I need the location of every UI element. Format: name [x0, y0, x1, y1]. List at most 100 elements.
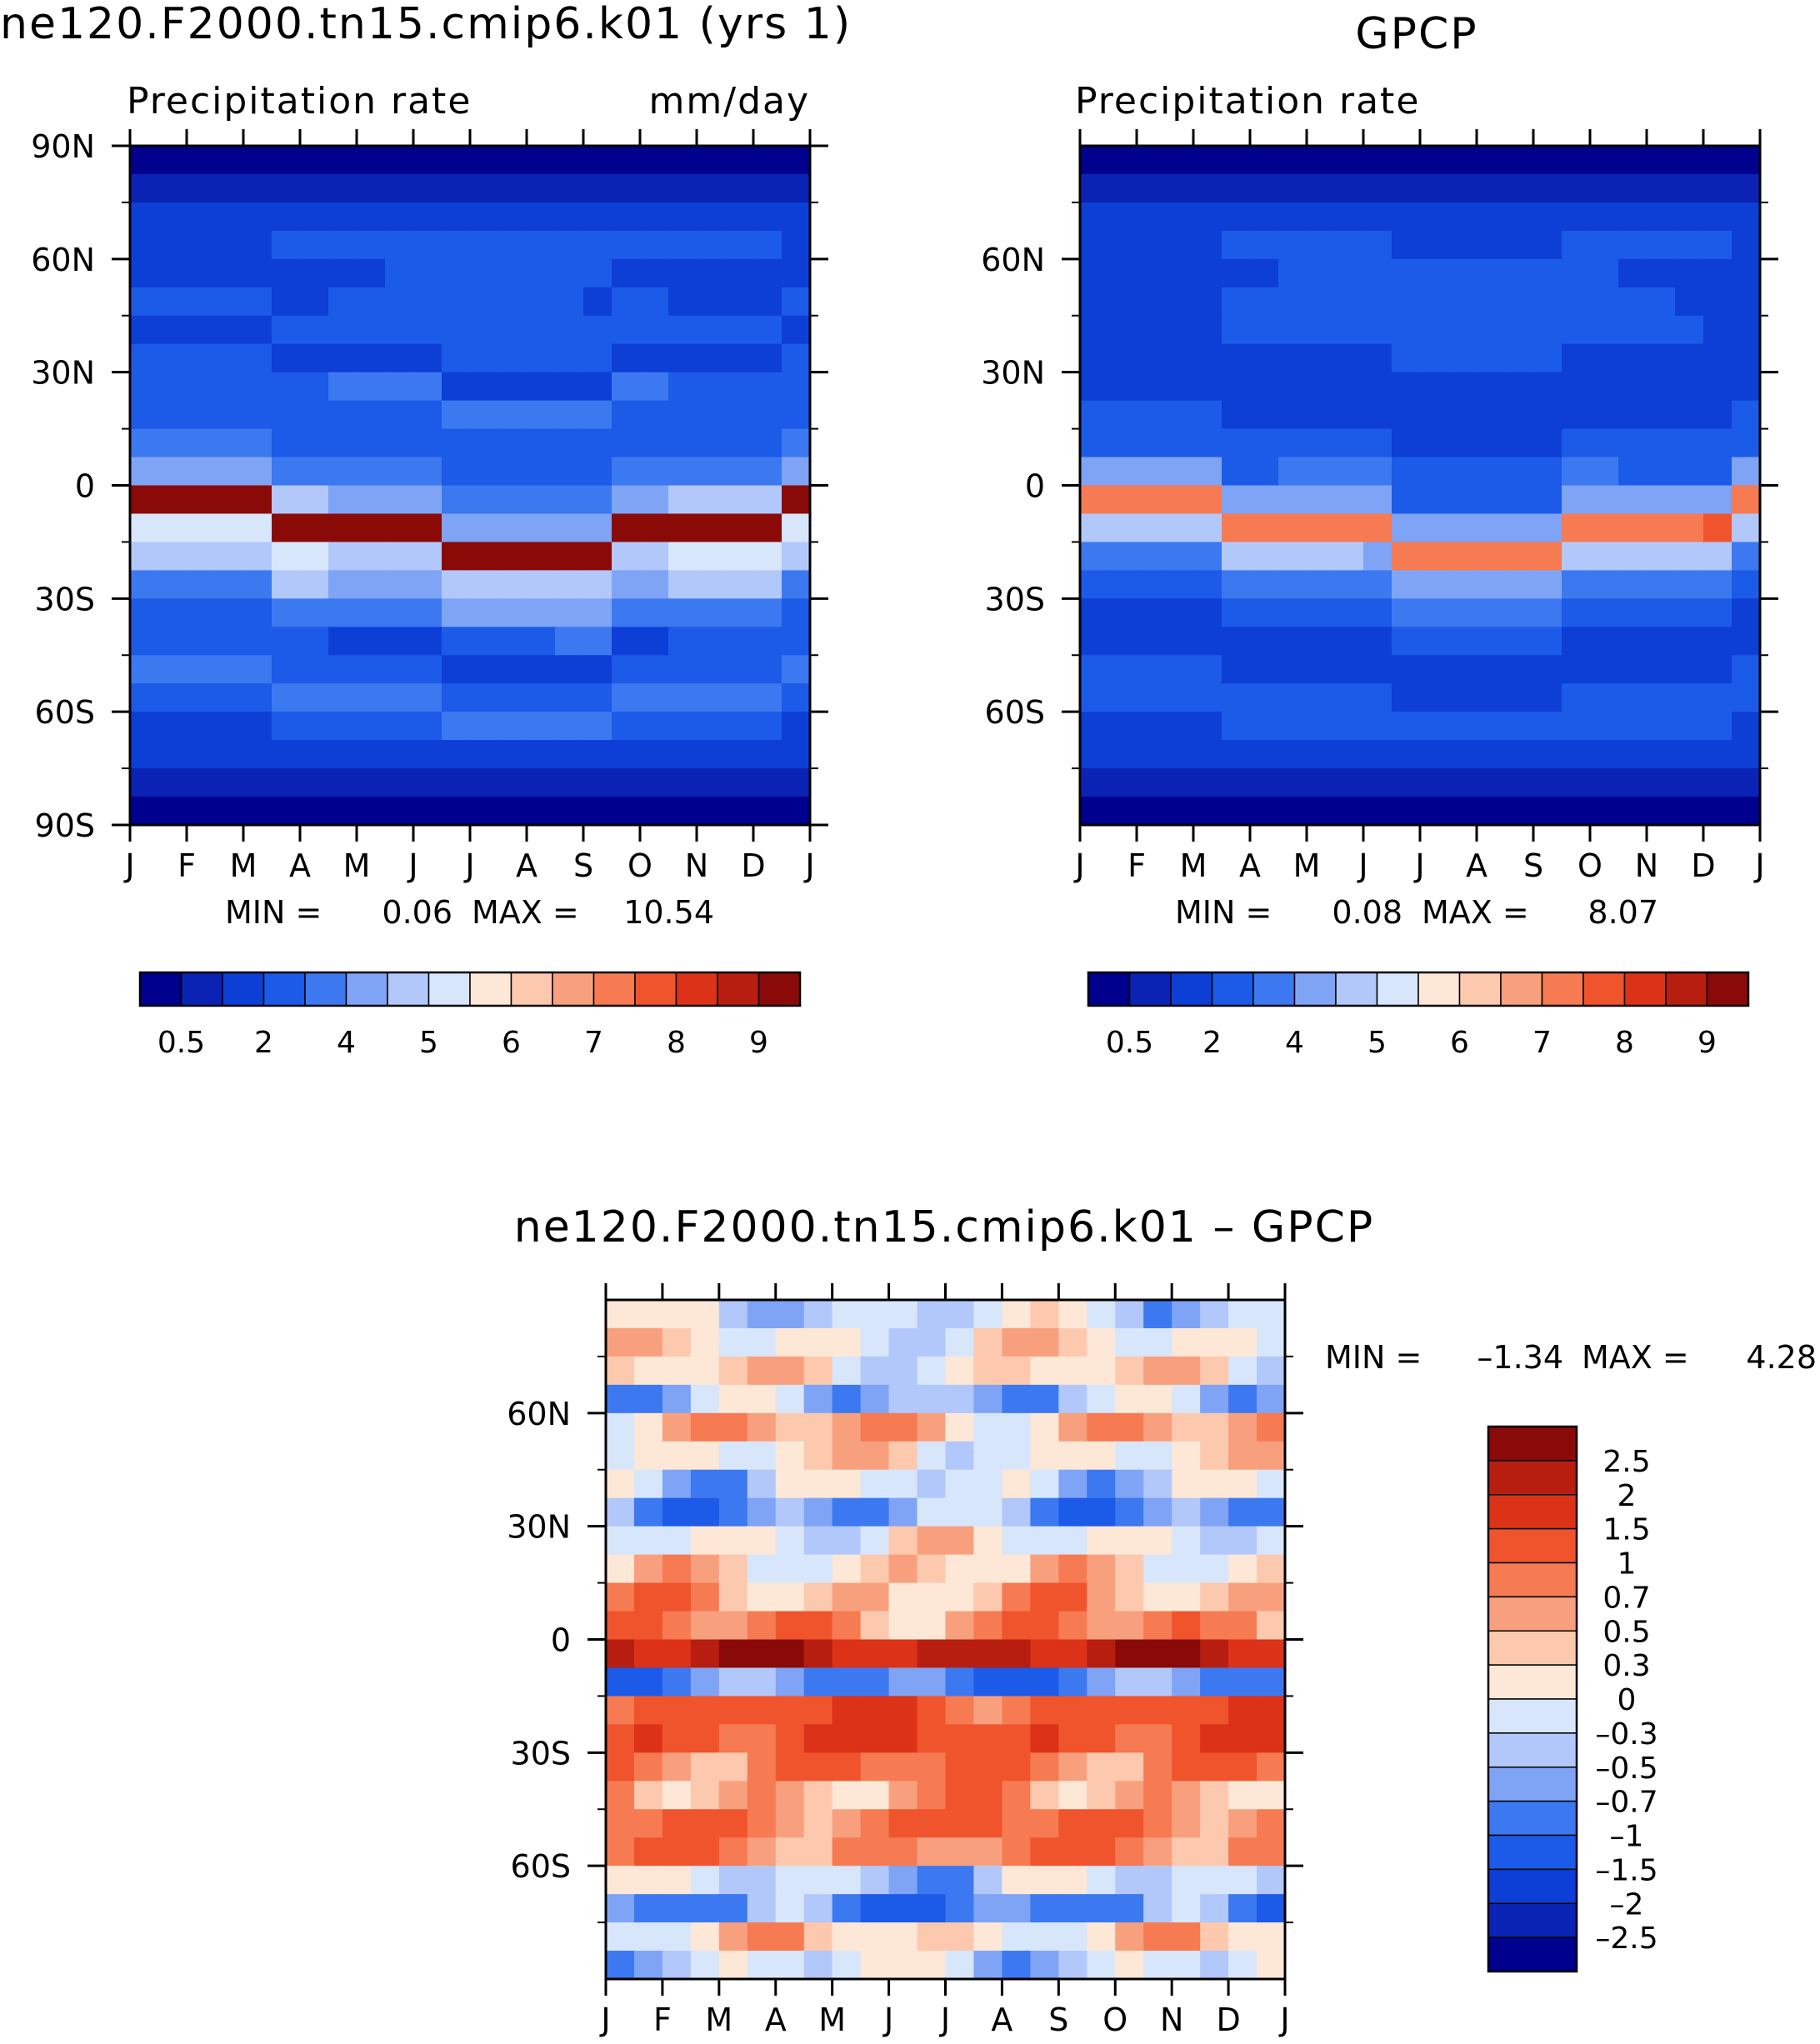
contour-cell [1562, 258, 1591, 288]
contour-cell [803, 1441, 833, 1471]
contour-cell [1143, 1441, 1172, 1471]
contour-cell [527, 797, 556, 826]
contour-cell [1448, 513, 1478, 543]
contour-cell [917, 1837, 947, 1867]
contour-cell [1143, 1300, 1172, 1329]
contour-cell [633, 1554, 663, 1584]
contour-cell [1165, 287, 1194, 317]
contour-cell [1703, 655, 1732, 684]
contour-cell [718, 1866, 748, 1895]
contour-cell [1307, 485, 1336, 515]
contour-cell [187, 797, 216, 826]
contour-cell [917, 1922, 947, 1952]
diff-min-value: –1.34 [1477, 1339, 1563, 1376]
contour-cell [385, 315, 414, 345]
contour-cell [413, 542, 442, 571]
contour-cell [612, 258, 641, 288]
contour-cell [357, 457, 386, 487]
contour-cell [718, 1356, 748, 1386]
contour-cell [1250, 202, 1279, 232]
contour-cell [1335, 797, 1364, 826]
contour-cell [187, 372, 216, 402]
contour-cell [1448, 230, 1478, 260]
contour-cell [413, 287, 442, 317]
contour-cell [1257, 1611, 1286, 1641]
contour-cell [888, 1412, 918, 1442]
contour-cell [357, 655, 386, 684]
contour-cell [555, 315, 584, 345]
contour-cell [1058, 1611, 1088, 1641]
contour-cell [668, 457, 698, 487]
contour-cell [662, 1300, 692, 1329]
contour-cell [1335, 768, 1364, 797]
colorbar-label: 2 [1202, 1026, 1222, 1060]
contour-cell [697, 146, 726, 175]
contour-cell [888, 1611, 918, 1641]
contour-cell [612, 712, 641, 741]
contour-cell [803, 1809, 833, 1838]
contour-cell [1115, 1356, 1144, 1386]
contour-cell [775, 1469, 805, 1499]
colorbar-swatch [1488, 1800, 1578, 1837]
contour-cell [555, 400, 584, 430]
contour-cell [1137, 428, 1166, 458]
contour-cell [1058, 1469, 1088, 1499]
contour-cell [690, 1639, 720, 1669]
contour-cell [1200, 1809, 1229, 1838]
contour-cell [130, 343, 159, 373]
contour-cell [1143, 1497, 1172, 1527]
contour-cell [583, 457, 612, 487]
gpcp-subtitle-left: Precipitation rate [1075, 80, 1420, 122]
contour-cell [158, 797, 188, 826]
contour-cell [697, 457, 726, 487]
contour-cell [1675, 683, 1704, 712]
x-tick-label: N [685, 847, 708, 884]
contour-cell [1108, 485, 1138, 515]
contour-cell [1590, 457, 1619, 487]
contour-cell [945, 1441, 975, 1471]
contour-cell [357, 400, 386, 430]
contour-cell [832, 1837, 862, 1867]
contour-cell [662, 1781, 692, 1810]
contour-cell [1228, 1526, 1258, 1556]
contour-cell [662, 1497, 692, 1527]
contour-cell [215, 740, 244, 769]
contour-cell [1108, 627, 1138, 656]
contour-cell [1115, 1724, 1144, 1753]
contour-cell [945, 1781, 975, 1810]
contour-cell [1165, 542, 1194, 571]
contour-cell [1228, 1327, 1258, 1357]
contour-cell [1477, 372, 1506, 402]
contour-cell [1647, 598, 1676, 627]
contour-cell [718, 1922, 748, 1952]
contour-cell [1703, 542, 1732, 571]
contour-cell [1448, 797, 1478, 826]
contour-cell [668, 372, 698, 402]
contour-cell [1618, 315, 1648, 345]
contour-cell [973, 1667, 1003, 1697]
contour-cell [413, 485, 442, 515]
contour-cell [945, 1526, 975, 1556]
colorbar-swatch [552, 972, 595, 1007]
contour-cell [1193, 542, 1222, 571]
contour-cell [1257, 1384, 1286, 1414]
contour-cell [583, 287, 612, 317]
contour-cell [1448, 173, 1478, 203]
contour-cell [583, 202, 612, 232]
contour-cell [1703, 428, 1732, 458]
contour-cell [1137, 513, 1166, 543]
contour-cell [1080, 513, 1109, 543]
colorbar-swatch [1488, 1698, 1578, 1734]
contour-cell [633, 1356, 663, 1386]
contour-cell [832, 1412, 862, 1442]
contour-cell [860, 1611, 890, 1641]
contour-cell [775, 1441, 805, 1471]
contour-cell [385, 598, 414, 627]
contour-cell [1002, 1611, 1031, 1641]
contour-cell [328, 230, 358, 260]
contour-cell [130, 400, 159, 430]
contour-cell [1002, 1300, 1031, 1329]
contour-cell [413, 513, 442, 543]
contour-cell [243, 598, 272, 627]
x-tick-label: A [991, 2002, 1012, 2038]
